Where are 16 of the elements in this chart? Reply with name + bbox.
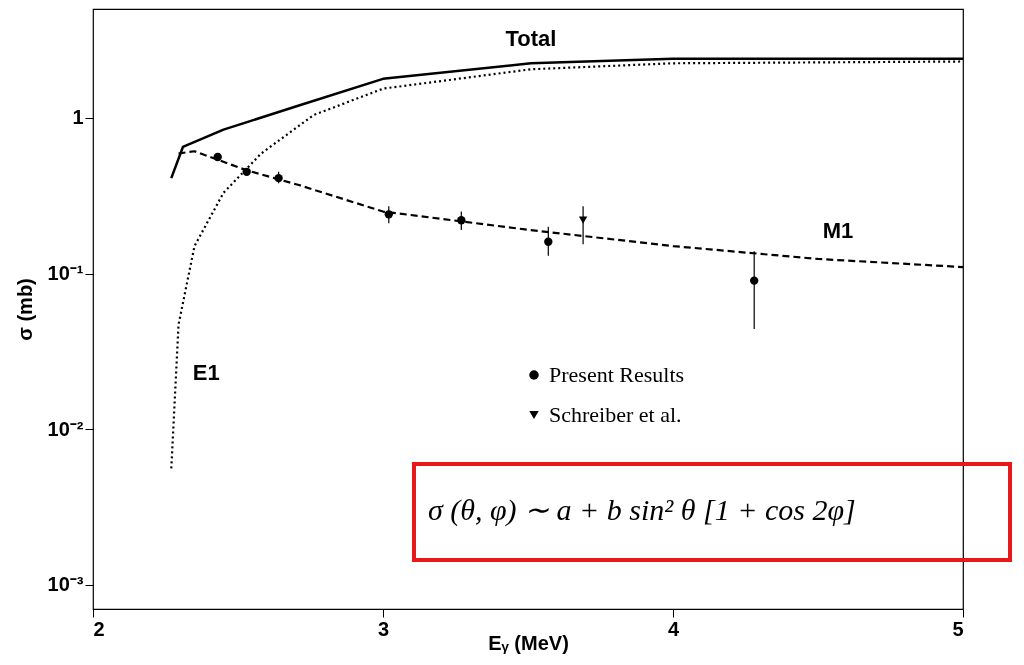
series-label: Total xyxy=(505,26,557,52)
y-tick-label: 10⁻¹ xyxy=(47,262,84,285)
legend-label: Schreiber et al. xyxy=(549,402,682,427)
annotation: σ (θ, φ) ∼ a + b sin² θ [1 + cos 2φ] xyxy=(428,492,856,527)
x-tick-label: 3 xyxy=(377,617,390,640)
x-tick-label: 4 xyxy=(667,617,680,640)
x-axis-title: Eᵧ (MeV) xyxy=(488,631,569,654)
y-tick-label: 1 xyxy=(72,106,84,129)
y-tick-label: 10⁻³ xyxy=(47,573,84,596)
y-axis-title: σ (mb) xyxy=(13,278,36,341)
series-label: E1 xyxy=(192,360,220,386)
x-tick-label: 2 xyxy=(93,617,105,640)
legend-label: Present Results xyxy=(549,362,685,387)
series-label: M1 xyxy=(822,217,854,243)
y-tick-label: 10⁻² xyxy=(47,417,84,440)
x-tick-label: 5 xyxy=(952,617,964,640)
